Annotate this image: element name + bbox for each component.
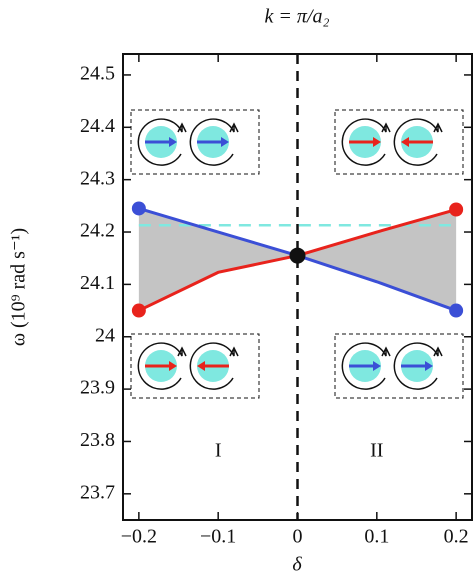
x-tick-label: 0 [293,526,303,548]
precession-arc [189,342,235,390]
y-axis-label: ω (10⁹ rad s⁻¹) [8,228,30,346]
spin-inset [334,333,464,399]
spin-arrow-head [373,361,381,371]
y-tick-label: 24.2 [80,220,115,242]
x-tick-label: 0.1 [364,526,389,548]
inset-box [334,109,464,175]
region-label: II [370,440,383,462]
arc-head [433,122,443,133]
spin-arrow-head [169,361,177,371]
spin-arrow-head [169,137,177,147]
precession-arc [137,118,183,166]
inset-box [130,333,260,399]
arc-head [229,346,239,357]
x-tick-label: 0.2 [444,526,469,548]
spin-arrow-head [221,137,229,147]
precession-arc [393,342,439,390]
spin-inset [334,109,464,175]
gap-region [138,208,457,311]
spin-inset [130,109,260,175]
precession-arc [341,342,387,390]
inset-box [334,333,464,399]
precession-arc [189,118,235,166]
spin-arrow-head [373,137,381,147]
y-tick-label: 23.8 [80,429,115,451]
arc-head [433,346,443,357]
y-tick-label: 23.7 [80,481,115,503]
arc-head [229,122,239,133]
x-axis-label: δ [292,554,302,576]
arc-head [177,346,187,357]
y-tick-label: 24.1 [80,272,115,294]
spin-arrow-head [401,137,409,147]
y-tick-label: 24.5 [80,63,115,85]
spin-arrow-head [197,361,205,371]
x-tick-label: −0.2 [121,526,157,548]
y-tick-label: 24 [95,324,115,346]
y-tick-label: 23.9 [80,377,115,399]
precession-arc [137,342,183,390]
arc-head [177,122,187,133]
y-tick-label: 24.3 [80,167,115,189]
chart-title: k = π/a₂ [265,6,330,28]
y-tick-label: 24.4 [80,115,115,137]
endpoint [449,303,464,318]
spin-inset [130,333,260,399]
endpoint [449,202,464,217]
arc-head [381,122,391,133]
precession-arc [341,118,387,166]
inset-box [130,109,260,175]
arc-head [381,346,391,357]
endpoint [131,303,146,318]
region-label: I [215,440,222,462]
crossing-point [289,247,306,264]
endpoint [131,201,146,216]
precession-arc [393,118,439,166]
spin-arrow-head [425,361,433,371]
x-tick-label: −0.1 [200,526,236,548]
